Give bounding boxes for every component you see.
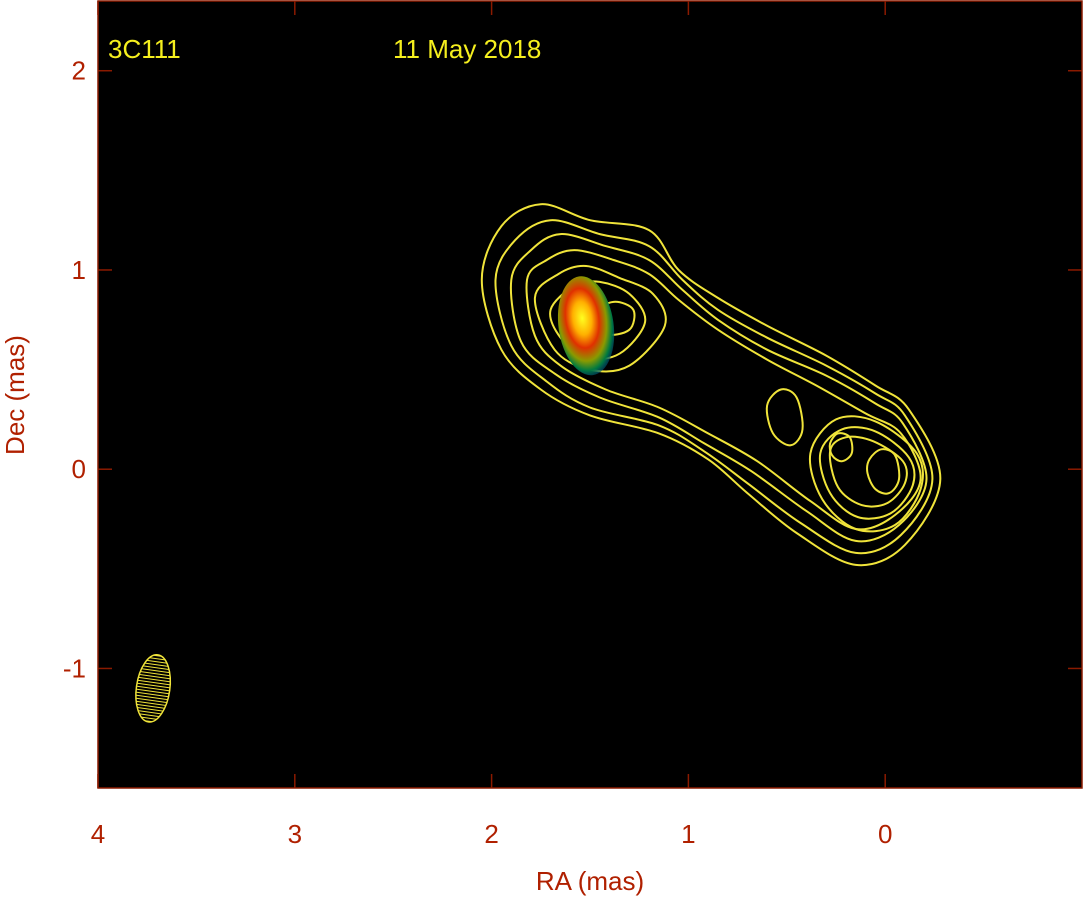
x-tick-label: 0 <box>878 819 892 849</box>
plot-background <box>98 1 1082 788</box>
date-label: 11 May 2018 <box>393 34 541 64</box>
core-component-layer <box>557 276 615 376</box>
contour-level-13 <box>866 448 901 495</box>
core-intensity-blob <box>557 276 615 376</box>
contour-level-10 <box>818 426 916 520</box>
x-tick-label: 4 <box>91 819 105 849</box>
contour-level-1 <box>480 203 942 567</box>
contour-level-2 <box>494 219 934 555</box>
x-tick-label: 3 <box>288 819 302 849</box>
x-tick-labels: 4 3 2 1 0 <box>91 819 893 849</box>
x-tick-label: 2 <box>484 819 498 849</box>
contour-level-11 <box>828 435 908 508</box>
x-axis-label: RA (mas) <box>536 866 644 896</box>
source-label: 3C111 <box>108 34 181 64</box>
axis-ticks <box>97 1 1082 788</box>
y-tick-label: -1 <box>63 653 86 683</box>
y-tick-label: 1 <box>72 255 86 285</box>
contour-level-8 <box>765 388 804 447</box>
y-tick-labels: 2 1 0 -1 <box>63 56 86 684</box>
contour-level-3 <box>509 233 928 543</box>
beam-layer <box>135 654 172 723</box>
y-tick-label: 2 <box>72 56 86 86</box>
beam-ellipse <box>135 654 172 723</box>
y-tick-label: 0 <box>72 454 86 484</box>
plot-frame <box>97 0 1083 789</box>
contour-level-5 <box>533 264 667 373</box>
contour-level-4 <box>525 249 922 531</box>
y-axis-label: Dec (mas) <box>0 335 30 455</box>
contour-level-12 <box>828 432 854 463</box>
x-tick-label: 1 <box>681 819 695 849</box>
contour-level-9 <box>808 415 924 533</box>
